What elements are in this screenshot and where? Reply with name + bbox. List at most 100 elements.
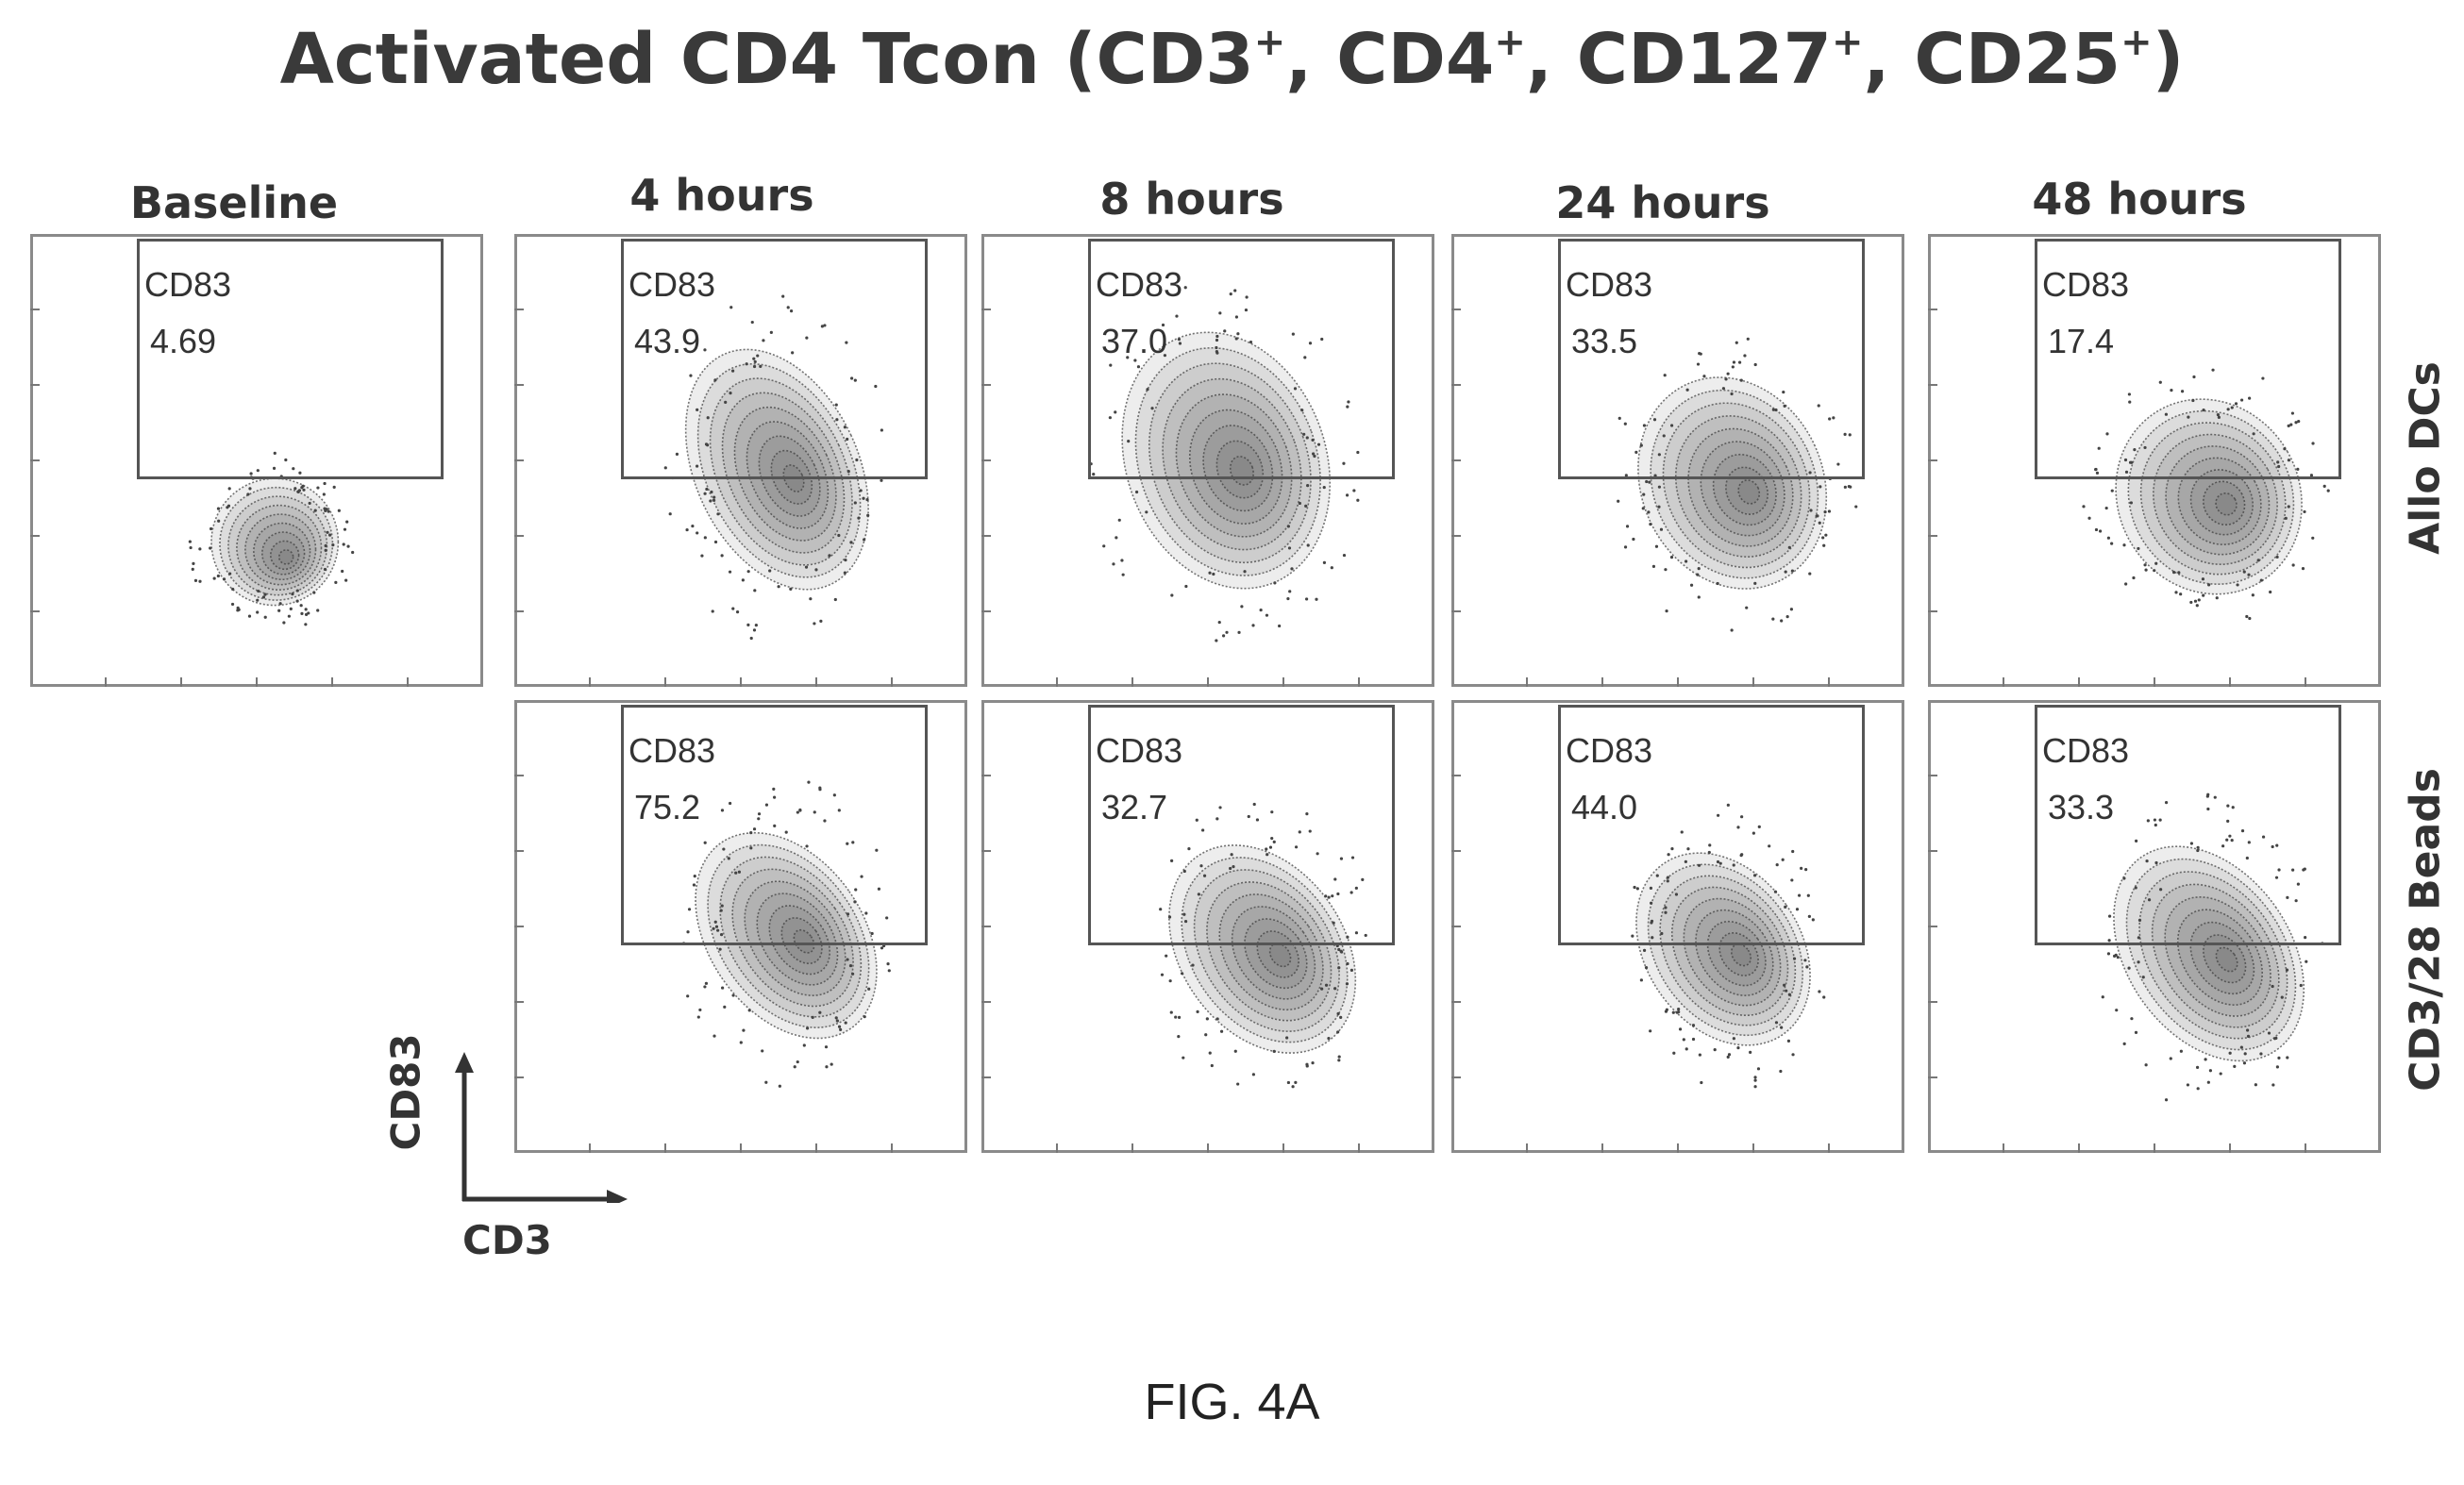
event-dot [1184,584,1188,589]
event-dot [1707,850,1711,855]
event-dot [1127,440,1131,443]
row-label-cd3-28-beads: CD3/28 Beads [2401,768,2450,1092]
event-dot [851,972,855,976]
contour-level [1268,943,1292,968]
event-dot [711,609,714,613]
col-label-48-hours: 48 hours [2032,174,2247,225]
event-dot [1320,337,1324,342]
density-contours [2113,845,2305,1062]
event-dot [2164,412,2169,416]
event-dot [1791,849,1795,854]
event-dot [1205,1017,1209,1021]
event-dot [1199,864,1203,868]
contour-level [253,522,311,581]
gate-label: CD83 [1096,731,1183,770]
event-dot [1787,545,1791,549]
contour-level [2189,921,2255,995]
event-dot [308,501,311,506]
event-dot [880,946,884,950]
event-dot [846,469,850,474]
event-dot [2271,844,2274,849]
event-dot [263,592,267,596]
event-dot [769,330,773,334]
event-dot [2287,459,2291,462]
event-dot [2115,1009,2119,1012]
event-dot [885,916,889,920]
event-dot [731,607,735,610]
event-dot [1255,818,1260,822]
event-dot [1671,1010,1675,1014]
event-dot [1121,573,1125,576]
event-dot [1635,887,1639,891]
event-dot [2274,1036,2278,1040]
event-dot [1752,831,1755,835]
event-dot [1182,869,1186,874]
contour-level [1231,906,1316,1000]
event-dot [1322,560,1327,564]
event-dot [2177,571,2181,575]
event-dot [696,1015,700,1019]
event-dot [1221,634,1226,638]
event-dot [1819,485,1822,489]
event-dot [1641,507,1645,510]
event-dot [1808,572,1812,576]
event-dot [1306,543,1310,547]
event-dot [781,294,785,298]
event-dot [1771,408,1775,411]
event-dot [1823,510,1827,514]
event-dot [2145,859,2149,863]
event-dot [2291,868,2295,872]
event-dot [1215,817,1219,821]
event-dot [2196,848,2200,853]
event-dot [1698,352,1701,356]
gate-label: CD83 [2042,731,2130,770]
event-dot [693,875,696,878]
event-dot [1278,624,1282,628]
figure-title: Activated CD4 Tcon (CD3+, CD4+, CD127+, … [279,19,2185,100]
event-dot [1732,1037,1735,1041]
event-dot [1195,818,1198,822]
event-dot [2193,599,2198,603]
event-dot [327,509,330,513]
contour-plot [1451,309,1858,687]
event-dot [712,498,716,502]
event-dot [1339,949,1343,953]
event-dot [256,598,260,602]
event-dot [2147,898,2152,902]
event-dot [1717,813,1720,817]
event-dot [272,466,277,470]
contour-level [793,928,815,954]
gate-percentage: 4.69 [150,322,217,360]
event-dot [1697,567,1701,571]
event-dot [1682,1038,1685,1042]
event-dot [1302,432,1306,436]
event-dot [2285,968,2289,972]
density-contours [1637,376,1828,590]
event-dot [1345,982,1349,986]
event-dot [857,516,861,520]
event-dot [230,602,235,607]
event-dot [880,478,883,482]
event-dot [198,547,202,551]
event-dot [2311,536,2315,540]
event-dot [2226,804,2230,808]
event-dot [1771,617,1775,621]
event-dot [689,374,693,377]
event-dot [723,1005,727,1009]
event-dot [2130,1017,2134,1021]
contour-level [2127,409,2295,585]
event-dot [226,506,229,509]
event-dot [1175,314,1179,318]
event-dot [768,569,772,573]
cd83-gate [137,239,444,479]
event-dot [2275,1065,2279,1069]
event-dot [1736,826,1740,829]
contour-level [1670,886,1789,1017]
event-dot [1817,404,1820,408]
event-dot [1757,825,1761,828]
event-dot [789,309,794,313]
gate-percentage: 33.3 [2048,788,2115,826]
event-dot [2231,806,2235,809]
event-dot [1662,434,1666,438]
contour-level [1181,857,1349,1043]
